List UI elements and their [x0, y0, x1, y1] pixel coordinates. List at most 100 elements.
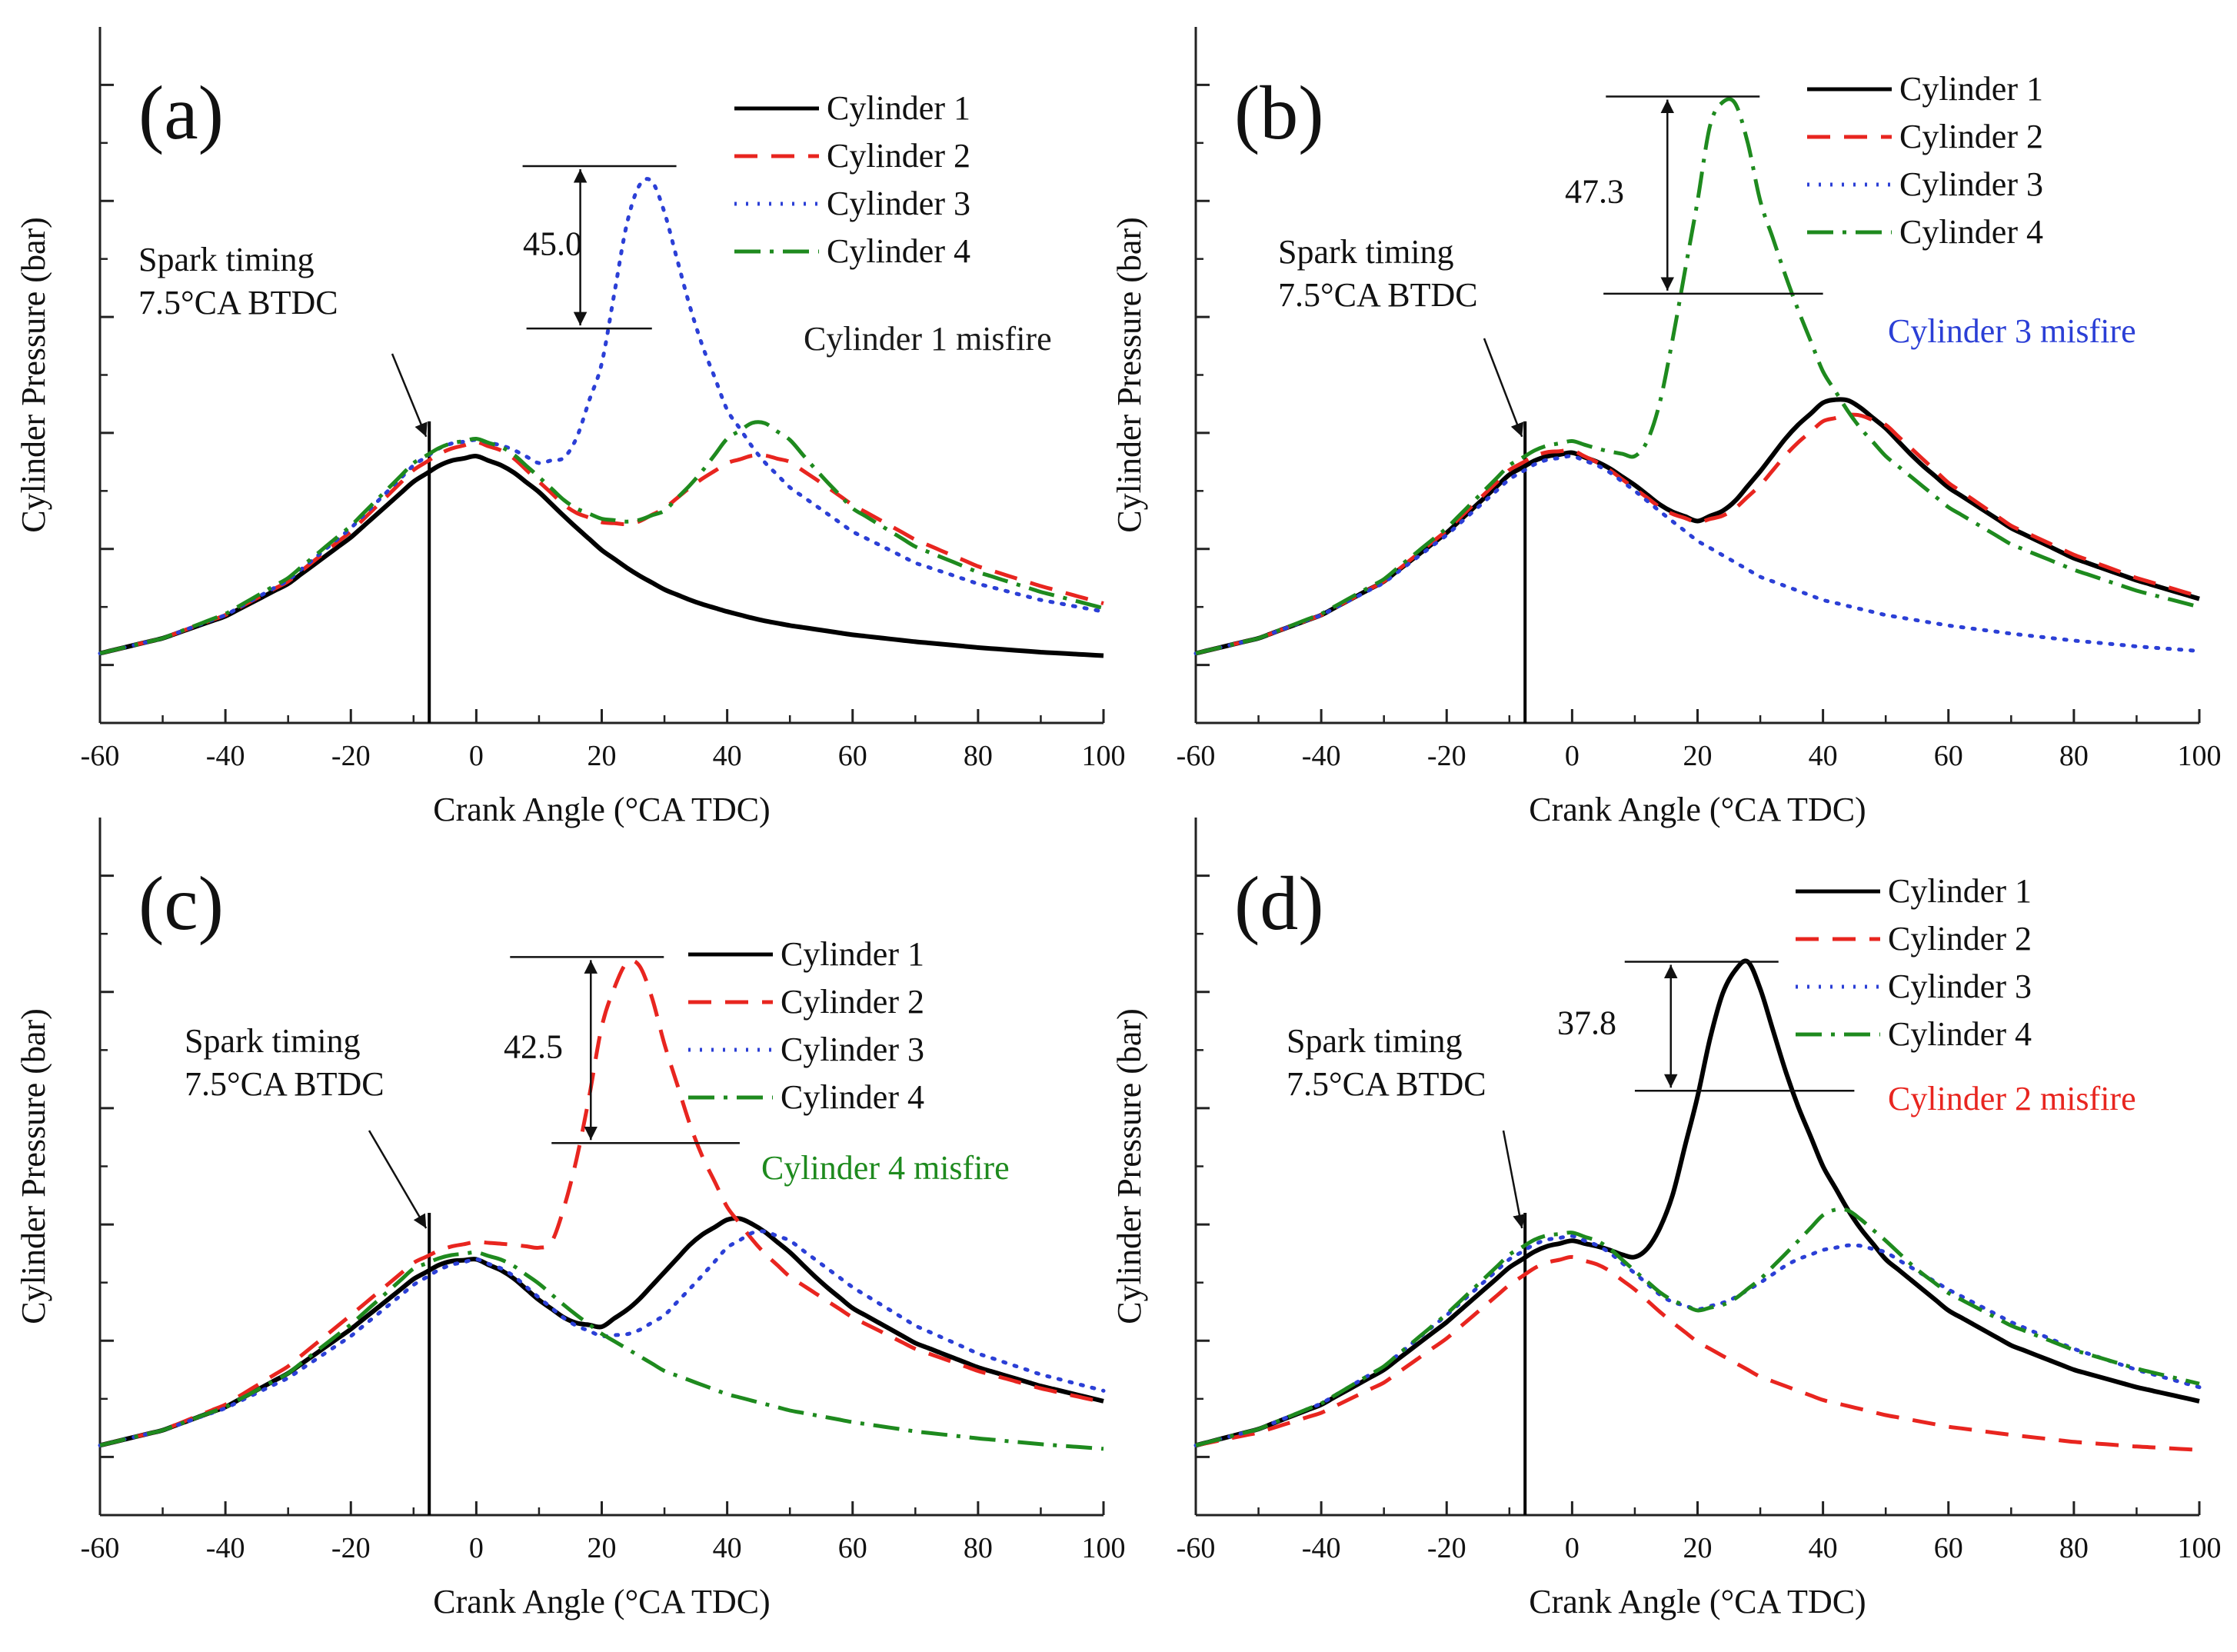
x-tick-label: 100 — [2178, 1532, 2222, 1564]
spark-timing-label: 7.5°CA BTDC — [185, 1065, 384, 1103]
x-axis-title: Crank Angle (°CA TDC) — [433, 1583, 770, 1620]
series-line-cylinder-2 — [99, 440, 1104, 655]
legend: Cylinder 1 Cylinder 2 Cylinder 3 Cylinder 4 — [734, 89, 970, 270]
legend: Cylinder 1 Cylinder 2 Cylinder 3 Cylinder 4 — [1796, 872, 2032, 1053]
x-tick-label: 40 — [1809, 1532, 1838, 1564]
series-line-cylinder-1 — [99, 454, 1104, 658]
spark-timing-label: Spark timing — [1287, 1022, 1463, 1060]
x-tick-label: -20 — [1427, 1532, 1466, 1564]
x-tick-label: 0 — [1565, 740, 1580, 772]
spark-timing-label: 7.5°CA BTDC — [1278, 276, 1478, 314]
legend-label-cylinder-1: Cylinder 1 — [1899, 70, 2043, 108]
series-line-cylinder-3 — [1193, 454, 2202, 655]
x-tick-label: -60 — [1177, 1532, 1216, 1564]
series-line-cylinder-2 — [1195, 1254, 2200, 1452]
series-line-cylinder-4 — [99, 420, 1104, 655]
x-tick-label: -20 — [331, 740, 371, 772]
x-tick-label: 60 — [838, 1532, 867, 1564]
misfire-label: Cylinder 4 misfire — [761, 1149, 1010, 1187]
x-tick-label: 0 — [1565, 1532, 1580, 1564]
spark-timing-arrow — [1502, 1130, 1526, 1229]
panel-label: (d) — [1234, 861, 1324, 946]
x-tick-label: 60 — [838, 740, 867, 772]
panel-label: (b) — [1234, 70, 1324, 155]
legend-label-cylinder-2: Cylinder 2 — [1899, 118, 2043, 155]
spark-timing-label: Spark timing — [185, 1022, 361, 1060]
legend-label-cylinder-2: Cylinder 2 — [1888, 920, 2032, 958]
panel-label: (a) — [138, 70, 224, 155]
spark-timing-label: Spark timing — [138, 241, 315, 278]
x-tick-label: -40 — [1302, 1532, 1341, 1564]
legend-label-cylinder-3: Cylinder 3 — [781, 1031, 924, 1068]
spark-timing-arrow — [391, 353, 428, 438]
x-tick-label: -40 — [206, 740, 245, 772]
y-axis-title: Cylinder Pressure (bar) — [15, 1008, 52, 1324]
series-line-cylinder-4 — [99, 1250, 1104, 1451]
x-tick-label: 80 — [964, 1532, 993, 1564]
x-tick-label: 20 — [588, 1532, 617, 1564]
x-tick-label: 100 — [1082, 1532, 1126, 1564]
legend-label-cylinder-4: Cylinder 4 — [1899, 213, 2043, 251]
spark-timing-label: 7.5°CA BTDC — [1287, 1065, 1486, 1103]
legend-label-cylinder-2: Cylinder 2 — [781, 983, 924, 1021]
legend-label-cylinder-4: Cylinder 4 — [827, 232, 970, 270]
x-tick-label: -60 — [1177, 740, 1216, 772]
x-tick-label: 80 — [964, 740, 993, 772]
series-line-cylinder-1 — [99, 1216, 1104, 1448]
peak-difference-value: 47.3 — [1565, 173, 1624, 211]
x-tick-label: -40 — [1302, 740, 1341, 772]
series-line-cylinder-1 — [1195, 397, 2200, 656]
peak-difference-value: 45.0 — [523, 225, 582, 263]
x-tick-label: 0 — [469, 1532, 484, 1564]
y-axis-title: Cylinder Pressure (bar) — [1110, 1008, 1148, 1324]
legend-label-cylinder-3: Cylinder 3 — [1888, 968, 2032, 1005]
x-tick-label: 80 — [2059, 740, 2089, 772]
spark-timing-arrow — [368, 1130, 428, 1229]
x-tick-label: 40 — [713, 740, 742, 772]
legend: Cylinder 1 Cylinder 2 Cylinder 3 Cylinder 4 — [688, 935, 924, 1116]
x-tick-label: -60 — [81, 1532, 120, 1564]
x-axis-title: Crank Angle (°CA TDC) — [1529, 1583, 1866, 1620]
legend-label-cylinder-1: Cylinder 1 — [781, 935, 924, 973]
legend: Cylinder 1 Cylinder 2 Cylinder 3 Cylinder 4 — [1807, 70, 2043, 251]
legend-label-cylinder-4: Cylinder 4 — [1888, 1015, 2032, 1053]
series-line-cylinder-4 — [1195, 97, 2200, 655]
x-tick-label: 20 — [588, 740, 617, 772]
chart-panel-2: -60 -40 -20 0 20 40 60 80 100 Crank Angle (°CA TD… — [1110, 27, 2222, 828]
x-tick-label: 80 — [2059, 1532, 2089, 1564]
panel-label: (c) — [138, 861, 224, 946]
series-line-cylinder-3 — [1193, 1234, 2202, 1447]
series-line-cylinder-3 — [98, 1229, 1106, 1447]
x-tick-label: -60 — [81, 740, 120, 772]
series-line-cylinder-2 — [1195, 412, 2200, 655]
spark-timing-label: 7.5°CA BTDC — [138, 284, 338, 321]
legend-label-cylinder-3: Cylinder 3 — [1899, 165, 2043, 203]
legend-label-cylinder-1: Cylinder 1 — [1888, 872, 2032, 910]
x-tick-label: 0 — [469, 740, 484, 772]
legend-label-cylinder-1: Cylinder 1 — [827, 89, 970, 127]
legend-label-cylinder-4: Cylinder 4 — [781, 1078, 924, 1116]
x-tick-label: -40 — [206, 1532, 245, 1564]
x-tick-label: 20 — [1683, 740, 1713, 772]
legend-label-cylinder-2: Cylinder 2 — [827, 137, 970, 175]
x-tick-label: 100 — [1082, 740, 1126, 772]
series-line-cylinder-1 — [1195, 958, 2200, 1448]
x-tick-label: 60 — [1934, 1532, 1963, 1564]
chart-panel-1: -60 -40 -20 0 20 40 60 80 100 Crank Angle (°CA TD… — [15, 27, 1126, 828]
misfire-label: Cylinder 3 misfire — [1888, 312, 2136, 350]
y-axis-title: Cylinder Pressure (bar) — [1110, 217, 1148, 533]
chart-panel-3: -60 -40 -20 0 20 40 60 80 100 Crank Angle (°CA TD… — [15, 818, 1126, 1620]
x-tick-label: 100 — [2178, 740, 2222, 772]
series-line-cylinder-2 — [99, 958, 1104, 1447]
misfire-label: Cylinder 1 misfire — [804, 320, 1052, 358]
x-tick-label: -20 — [1427, 740, 1466, 772]
chart-panel-4: -60 -40 -20 0 20 40 60 80 100 Crank Angle (°CA TD… — [1110, 818, 2222, 1620]
peak-difference-value: 37.8 — [1557, 1004, 1616, 1041]
misfire-label: Cylinder 2 misfire — [1888, 1080, 2136, 1117]
x-tick-label: 60 — [1934, 740, 1963, 772]
series-line-cylinder-4 — [1195, 1207, 2200, 1447]
x-axis-title: Crank Angle (°CA TDC) — [1529, 791, 1866, 828]
x-tick-label: 40 — [713, 1532, 742, 1564]
spark-timing-label: Spark timing — [1278, 233, 1454, 271]
